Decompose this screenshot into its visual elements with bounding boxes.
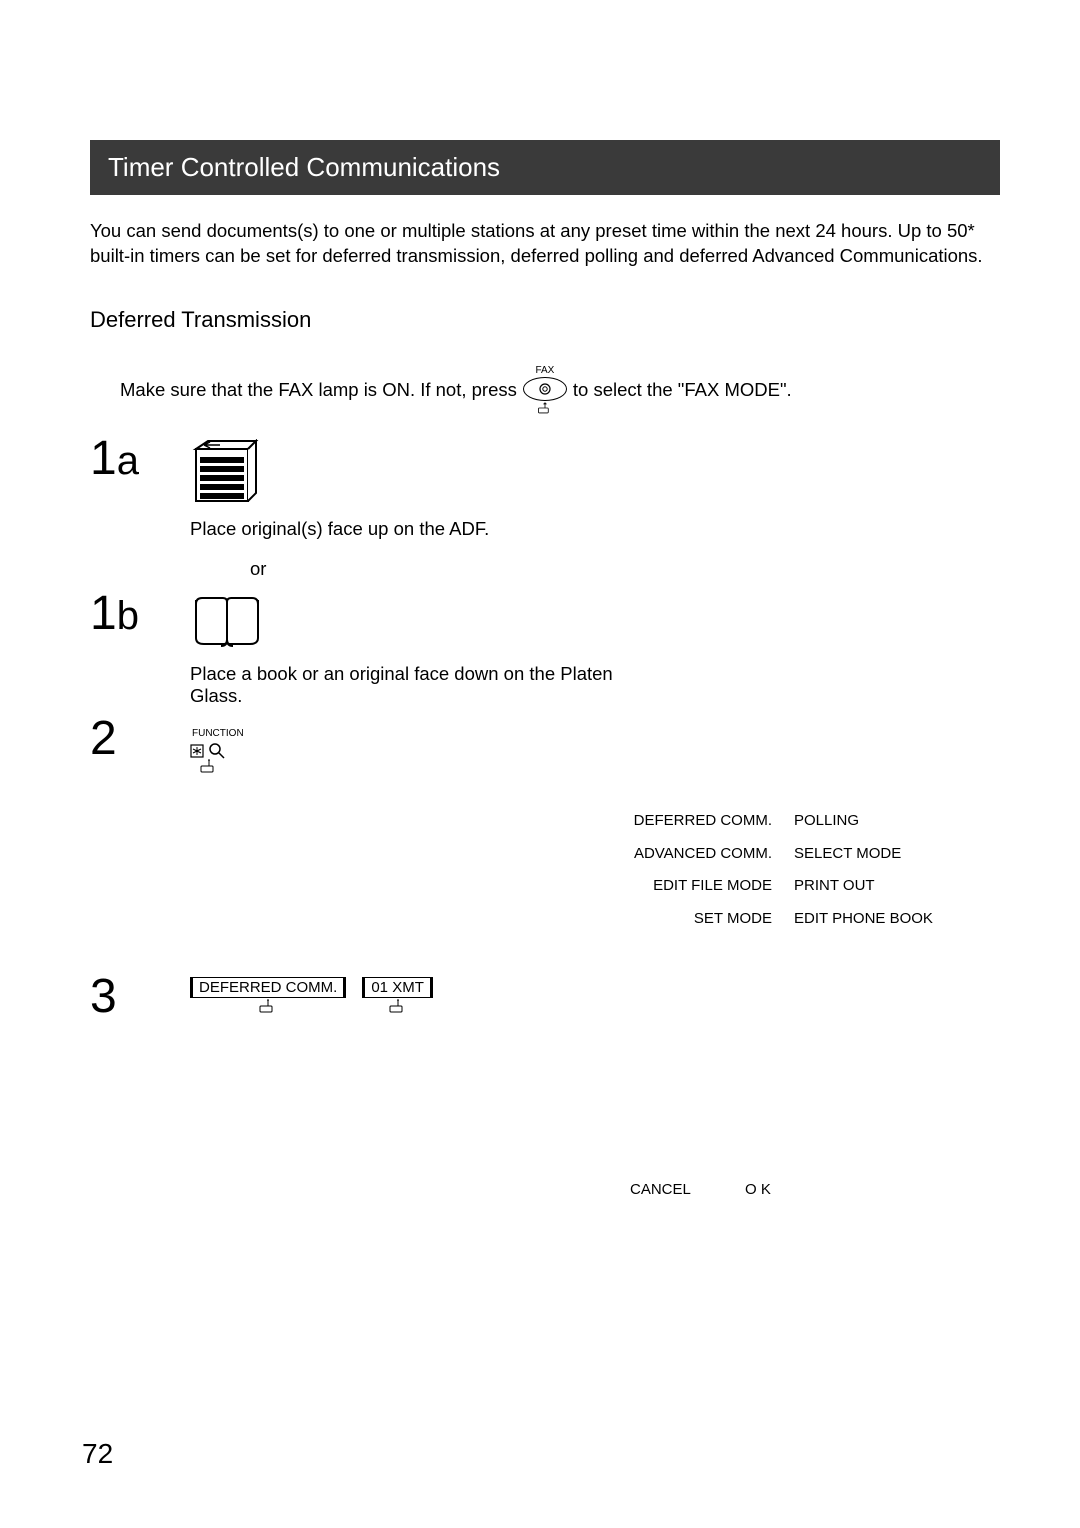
page-number: 72: [82, 1438, 113, 1470]
step-2-number: 2: [90, 715, 190, 763]
deferred-comm-button-label: DEFERRED COMM.: [190, 977, 346, 998]
menu-advanced-comm: ADVANCED COMM.: [622, 839, 792, 870]
step-2-row: 2 FUNCTION: [90, 715, 1000, 774]
menu-edit-phone-book: EDIT PHONE BOOK: [794, 904, 953, 935]
function-small-label: FUNCTION: [192, 728, 244, 739]
subsection-heading: Deferred Transmission: [90, 307, 1000, 333]
cancel-ok-display: CANCEL O K: [630, 1181, 1000, 1198]
deferred-comm-button-diagram: DEFERRED COMM.: [190, 977, 346, 1014]
section-title: Timer Controlled Communications: [108, 152, 500, 182]
press-hand-icon: [387, 998, 409, 1014]
press-hand-icon: [257, 998, 279, 1014]
instruction-prefix: Make sure that the FAX lamp is ON. If no…: [120, 379, 517, 401]
step-1a-number: 1a: [90, 435, 190, 483]
instruction-suffix: to select the "FAX MODE".: [573, 379, 792, 401]
step-1a-text: Place original(s) face up on the ADF.: [190, 518, 1000, 540]
section-title-bar: Timer Controlled Communications: [90, 140, 1000, 195]
fax-button-diagram: FAX: [523, 365, 567, 415]
menu-deferred-comm: DEFERRED COMM.: [622, 806, 792, 837]
menu-polling: POLLING: [794, 806, 953, 837]
press-hand-icon: [198, 758, 220, 774]
step-1a-row: 1a Place original(s) face up on the ADF.: [90, 435, 1000, 540]
ok-label: O K: [745, 1181, 771, 1198]
or-separator: or: [250, 558, 1000, 580]
step-1b-num-main: 1: [90, 587, 117, 640]
menu-set-mode: SET MODE: [622, 904, 792, 935]
intro-paragraph: You can send documents(s) to one or mult…: [90, 219, 1000, 269]
step-1b-row: 1b Place a book or an original face down…: [90, 590, 1000, 707]
function-button-diagram: FUNCTION: [190, 728, 244, 774]
step-3-row: 3 DEFERRED COMM. 01 XMT: [90, 973, 1000, 1021]
step-3-number: 3: [90, 973, 190, 1021]
menu-edit-file-mode: EDIT FILE MODE: [622, 871, 792, 902]
adf-document-icon: [190, 439, 260, 510]
function-menu-display: DEFERRED COMM. POLLING ADVANCED COMM. SE…: [620, 804, 1000, 937]
cancel-label: CANCEL: [630, 1181, 691, 1198]
step-1b-text: Place a book or an original face down on…: [190, 663, 620, 707]
open-book-icon: [190, 594, 264, 655]
press-hand-icon: [536, 401, 554, 415]
copy-mode-icon: [536, 382, 554, 396]
menu-select-mode: SELECT MODE: [794, 839, 953, 870]
step-1b-number: 1b: [90, 590, 190, 638]
fax-small-label: FAX: [535, 365, 554, 376]
xmt-button-label: 01 XMT: [362, 977, 433, 998]
menu-print-out: PRINT OUT: [794, 871, 953, 902]
xmt-button-diagram: 01 XMT: [362, 977, 433, 1014]
step-1a-num-main: 1: [90, 432, 117, 485]
fax-oval-icon: [523, 377, 567, 401]
step-1a-num-sub: a: [117, 439, 139, 483]
asterisk-box-icon: [190, 744, 204, 758]
step-1b-num-sub: b: [117, 594, 139, 638]
fax-mode-instruction: Make sure that the FAX lamp is ON. If no…: [120, 365, 1000, 415]
